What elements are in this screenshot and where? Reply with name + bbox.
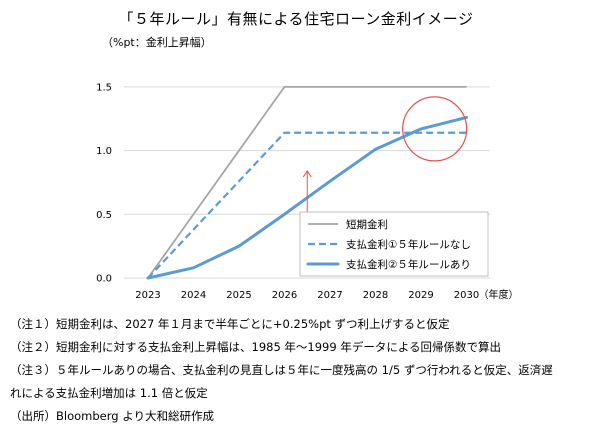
arrow-head-up — [302, 170, 312, 178]
legend-label-3: 支払金利②５年ルールあり — [346, 258, 471, 271]
x-tick-label: 2027 — [317, 290, 342, 301]
y-tick-labels: 0.0 0.5 1.0 1.5 — [96, 82, 112, 284]
x-tick-label: 2029 — [408, 290, 433, 301]
x-tick-label: 2030 — [454, 290, 479, 301]
note-3-continued: れによる支払金利増加は 1.1 倍と仮定 — [10, 386, 208, 400]
x-tick-label: 2028 — [363, 290, 388, 301]
note-1: （注１）短期金利は、2027 年１月まで半年ごとに+0.25%pt ずつ利上げす… — [10, 317, 450, 331]
series-line-1 — [147, 85, 467, 279]
x-tick-label: 2025 — [226, 290, 251, 301]
legend-label-1: 短期金利 — [346, 218, 388, 231]
annotations — [302, 96, 468, 226]
x-tick-label: 2026 — [272, 290, 297, 301]
y-tick-label: 0.0 — [96, 274, 112, 285]
y-tick-label: 1.5 — [96, 82, 112, 93]
chart-title: 「５年ルール」有無による住宅ローン金利イメージ — [118, 10, 474, 28]
x-tick-labels: 2023 2024 2025 2026 2027 2028 2029 2030 — [135, 290, 479, 301]
note-3: （注３）５年ルールありの場合、支払金利の見直しは５年に一度残高の 1/5 ずつ行… — [10, 363, 553, 377]
series-line-2 — [147, 131, 467, 279]
line-chart: 0.00.51.01.5 2023 2024 2025 2026 2027 2028 202… — [96, 82, 519, 301]
legend-label-2: 支払金利①５年ルールなし — [346, 238, 471, 251]
footnotes: （注１）短期金利は、2027 年１月まで半年ごとに+0.25%pt ずつ利上げす… — [10, 313, 588, 428]
highlight-circle — [402, 96, 468, 162]
y-tick-label: 1.0 — [96, 146, 112, 157]
x-unit-label: （年度） — [479, 288, 519, 301]
source-note: （出所）Bloomberg より大和総研作成 — [10, 409, 214, 423]
note-2: （注２）短期金利に対する支払金利上昇幅は、1985 年～1999 年データによる… — [10, 340, 501, 354]
y-tick-label: 0.5 — [96, 210, 112, 221]
x-tick-label: 2023 — [135, 290, 160, 301]
x-tick-label: 2024 — [181, 290, 206, 301]
y-unit-label: （%pt：金利上昇幅） — [102, 36, 212, 49]
